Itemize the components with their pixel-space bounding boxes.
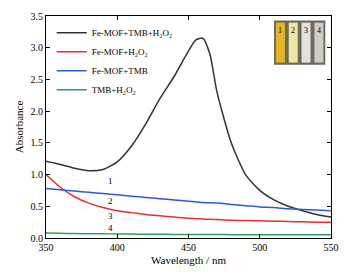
svg-text:1: 1 <box>108 176 113 186</box>
svg-text:3.0: 3.0 <box>31 42 44 53</box>
svg-text:2.0: 2.0 <box>31 106 44 117</box>
svg-text:Absorbance: Absorbance <box>13 101 25 154</box>
svg-text:3: 3 <box>108 211 113 221</box>
svg-text:2.5: 2.5 <box>31 74 44 85</box>
svg-text:500: 500 <box>252 242 267 253</box>
svg-text:400: 400 <box>110 242 125 253</box>
svg-text:450: 450 <box>181 242 196 253</box>
svg-text:0.0: 0.0 <box>31 233 44 244</box>
svg-text:1: 1 <box>278 26 282 35</box>
svg-text:2: 2 <box>108 196 113 206</box>
svg-text:Wavelength / nm: Wavelength / nm <box>151 254 226 266</box>
svg-text:TMB+H₂O₂: TMB+H₂O₂ <box>92 85 136 95</box>
svg-text:1.0: 1.0 <box>31 169 44 180</box>
svg-text:3: 3 <box>304 26 308 35</box>
svg-text:Fe-MOF+TMB: Fe-MOF+TMB <box>92 66 148 76</box>
svg-text:3.5: 3.5 <box>31 11 44 22</box>
svg-text:Fe-MOF+H₂O₂: Fe-MOF+H₂O₂ <box>92 47 148 57</box>
svg-text:550: 550 <box>324 242 339 253</box>
svg-text:1.5: 1.5 <box>31 137 44 148</box>
svg-text:Fe-MOF+TMB+H₂O₂: Fe-MOF+TMB+H₂O₂ <box>92 28 172 38</box>
svg-text:4: 4 <box>317 26 321 35</box>
svg-text:2: 2 <box>291 26 295 35</box>
svg-text:4: 4 <box>108 223 113 233</box>
svg-text:0.5: 0.5 <box>31 201 44 212</box>
svg-text:350: 350 <box>39 242 54 253</box>
